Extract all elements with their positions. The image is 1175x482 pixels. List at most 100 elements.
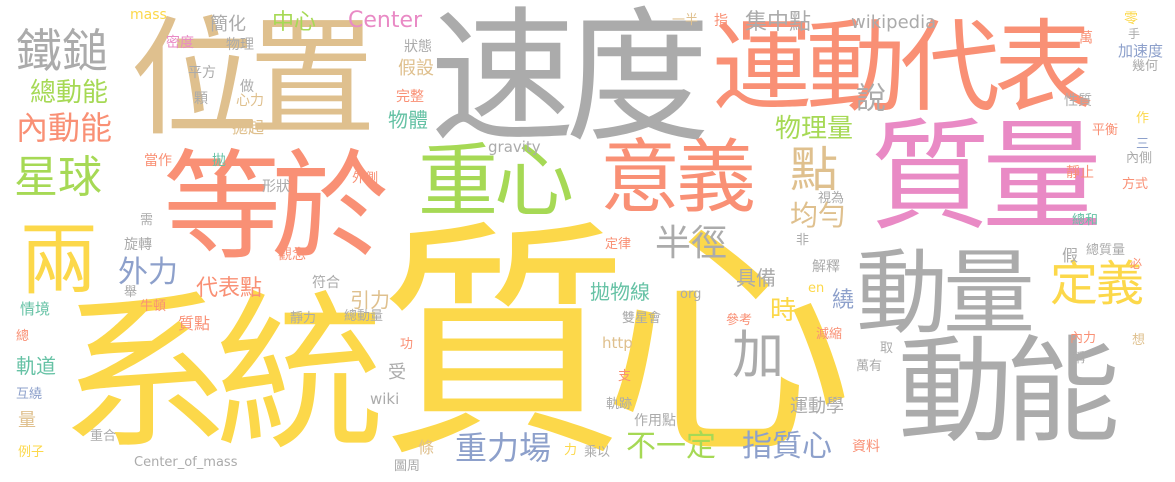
word-physical-quantity: 物理量 (775, 114, 854, 144)
word-gravity-field: 重力場 (455, 429, 552, 467)
word-called: 稱 (1072, 351, 1086, 366)
word-outer-side: 外側 (352, 171, 379, 186)
word-data: 資料 (852, 439, 880, 455)
word-concentration-point: 集中點 (745, 10, 812, 35)
word-three: 三 (1136, 137, 1150, 152)
word-need: 需 (140, 213, 154, 228)
word-receive: 受 (388, 362, 406, 383)
word-situation: 情境 (20, 300, 51, 318)
word-refers-to-com: 指質心 (742, 429, 832, 464)
word-strip: 條 (418, 438, 435, 457)
word-throw: 拋 (212, 153, 226, 169)
word-explain: 解釋 (812, 259, 840, 275)
word-take: 取 (880, 341, 894, 356)
word-throw-up: 拋起 (232, 118, 265, 137)
word-gravity-en: gravity (488, 138, 541, 156)
word-center-of-gravity: 重心 (418, 135, 574, 228)
word-point: 點 (790, 142, 839, 198)
word-say: 說 (850, 82, 885, 112)
word-kinematics: 運動學 (790, 396, 844, 417)
word-track: 軌道 (16, 354, 56, 378)
word-static: 靜止 (1066, 165, 1094, 181)
word-coincide: 重合 (90, 429, 117, 444)
word-treat-as: 當作 (144, 153, 172, 169)
word-zero: 零 (1124, 11, 1138, 27)
word-center: 中心 (272, 10, 317, 35)
word-quantity: 量 (18, 410, 36, 431)
word-state: 狀態 (404, 39, 432, 55)
word-system: 系統 (60, 276, 385, 474)
word-binary-stars: 雙星會 (622, 311, 662, 326)
word-gravitation: 引力 (350, 288, 390, 312)
word-multiply: 乘以 (584, 445, 611, 460)
word-rotate: 旋轉 (124, 237, 152, 253)
word-wiki: wiki (370, 390, 400, 408)
word-heart-force: 心力 (236, 93, 264, 109)
word-momentum: 動量 (856, 240, 1035, 347)
word-total-kinetic: 總動能 (30, 78, 109, 108)
word-reference: 參考 (726, 313, 753, 328)
word-not-necessarily: 不一定 (626, 429, 716, 464)
word-mass-point: 質點 (178, 314, 211, 333)
word-definition: 定義 (1050, 256, 1144, 312)
word-uniform: 均勻 (790, 199, 847, 232)
word-acceleration: 加速度 (1118, 42, 1164, 60)
word-mutual-orbit: 互繞 (16, 387, 43, 402)
word-meaning: 意義 (600, 131, 756, 224)
word-shape: 形狀 (262, 179, 290, 195)
word-grain: 顆 (194, 91, 208, 107)
word-inner-side: 內側 (1126, 151, 1153, 166)
word-finger: 指 (714, 13, 728, 29)
word-law: 定律 (605, 237, 632, 252)
word-radius: 半徑 (655, 223, 728, 264)
word-total-momentum: 總動量 (344, 309, 384, 324)
word-balance: 平衡 (1092, 123, 1119, 138)
word-concept: 觀念 (278, 247, 306, 263)
word-support: 支 (618, 369, 632, 384)
word-method: 方式 (1122, 177, 1149, 192)
word-wikipedia: wikipedia (851, 12, 937, 33)
word-non: 非 (796, 233, 810, 248)
word-internal-kinetic: 內動能 (16, 109, 113, 147)
word-object: 物體 (388, 108, 428, 132)
word-think: 想 (1132, 333, 1146, 348)
word-planet: 星球 (14, 152, 102, 203)
word-simplify: 簡化 (210, 14, 246, 35)
word-possess: 具備 (736, 266, 776, 290)
word-false: 假 (1062, 246, 1079, 265)
word-total: 總 (16, 329, 30, 344)
word-newton: 牛頓 (140, 299, 167, 314)
word-motion-represents: 運動代表 (712, 9, 1094, 126)
word-orbit: 繞 (832, 288, 855, 313)
word-center-en: Center (348, 8, 423, 33)
word-do: 做 (240, 79, 254, 95)
word-reduce: 減縮 (816, 327, 843, 342)
word-two: 兩 (20, 216, 99, 306)
word-trajectory: 軌跡 (606, 397, 633, 412)
word-equals: 等於 (163, 138, 389, 276)
word-parabola: 拋物線 (590, 280, 650, 304)
word-hand: 手 (1128, 27, 1141, 41)
word-point-of-action: 作用點 (634, 413, 676, 429)
word-http: http (602, 334, 633, 352)
word-total-mass: 總質量 (1086, 243, 1126, 258)
word-en: en (808, 281, 825, 296)
word-physics: 物理 (226, 37, 254, 53)
word-example: 例子 (18, 445, 45, 460)
word-center-of-mass-en: Center_of_mass (134, 455, 238, 470)
word-half: 一半 (672, 13, 699, 28)
word-circumference: 圖周 (394, 459, 421, 474)
word-center-of-mass: 質心 (378, 199, 853, 482)
word-work: 功 (400, 337, 414, 352)
word-property: 性質 (1064, 93, 1092, 109)
word-org: org (680, 287, 702, 302)
word-ten-thousand: 萬 (1077, 30, 1093, 44)
word-hammer: 鐵鎚 (16, 24, 108, 78)
word-must: 必 (1130, 257, 1143, 271)
word-internal-force: 內力 (1070, 331, 1097, 346)
word-make: 作 (1136, 111, 1150, 126)
word-sum: 總和 (1072, 213, 1099, 228)
word-geometry: 幾何 (1132, 59, 1159, 74)
word-velocity: 速度 (430, 0, 710, 163)
